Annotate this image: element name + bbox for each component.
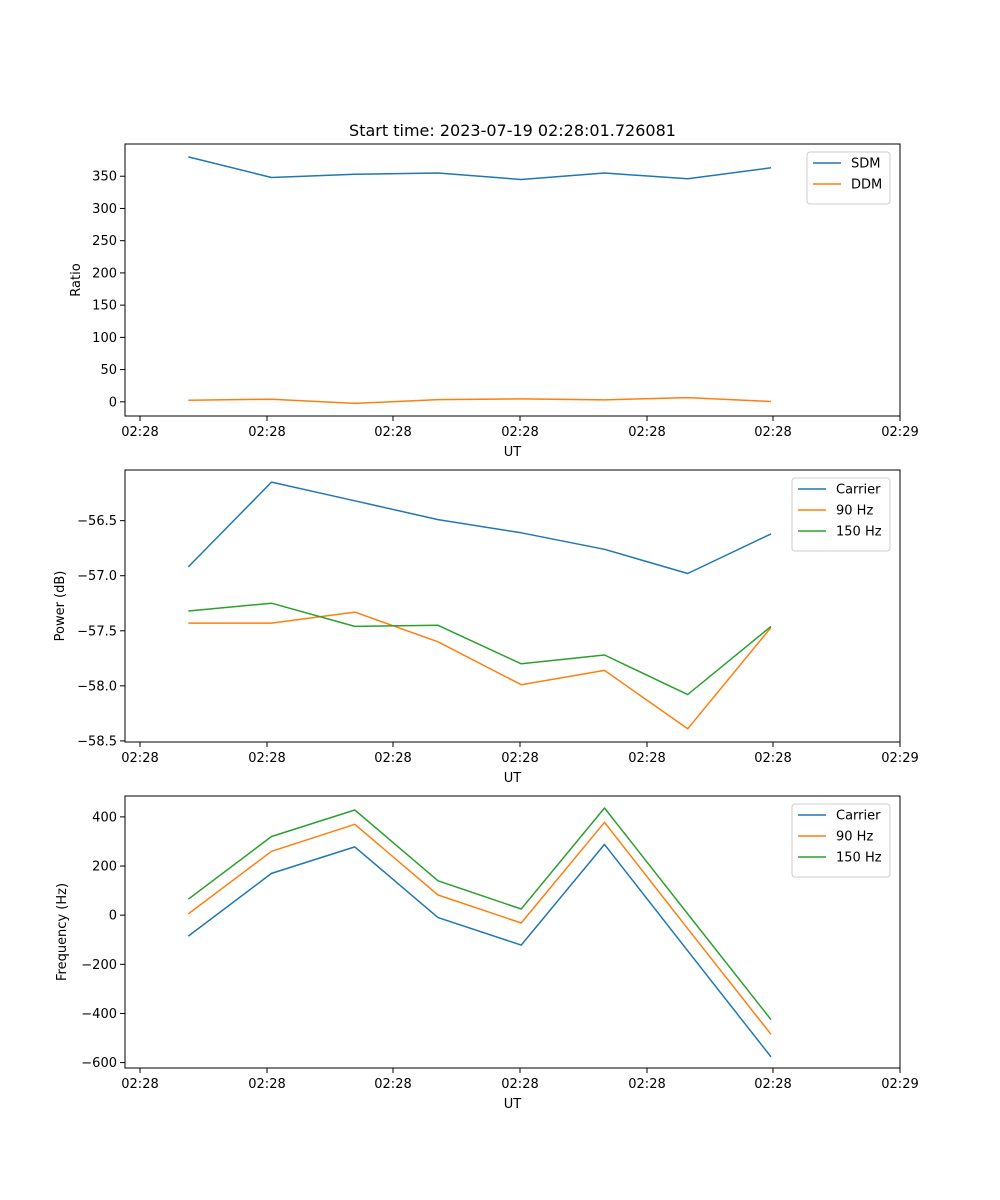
x-tick-label: 02:28 [248, 751, 285, 766]
y-tick-label: 200 [92, 860, 117, 875]
x-tick-label: 02:28 [248, 425, 285, 440]
series-line-carrier [187, 843, 772, 1058]
x-axis-label: UT [504, 445, 522, 460]
series-line-carrier [187, 481, 772, 575]
legend: Carrier 90 Hz 150 Hz [791, 803, 891, 878]
y-tick-label: −400 [81, 1007, 117, 1022]
y-axis-label: Ratio [69, 263, 84, 296]
x-tick-label: 02:28 [754, 1077, 791, 1092]
y-tick-label: 300 [92, 202, 117, 217]
series-line-150-hz [188, 602, 772, 696]
y-tick-label: −200 [81, 958, 117, 973]
y-tick-label: 100 [92, 331, 117, 346]
series-line-90-hz [187, 821, 772, 1035]
legend-label: 150 Hz [836, 851, 882, 866]
y-tick-label: 250 [92, 234, 117, 249]
x-tick-label: 02:28 [628, 751, 665, 766]
y-axis-label: Power (dB) [53, 571, 68, 642]
legend: Carrier 90 Hz 150 Hz [791, 477, 891, 552]
x-tick-label: 02:28 [754, 425, 791, 440]
y-tick-label: −56.5 [77, 514, 117, 529]
x-tick-label: 02:28 [374, 425, 411, 440]
frequency-chart: UT Frequency (Hz) 02:28 02:28 02:28 02:28 02… [55, 795, 919, 1112]
y-tick-label: 0 [109, 909, 117, 924]
x-tick-label: 02:28 [121, 751, 158, 766]
y-tick-label: −58.5 [77, 734, 117, 749]
x-tick-label: 02:29 [881, 751, 918, 766]
y-tick-label: 150 [92, 299, 117, 314]
x-tick-label: 02:28 [374, 1077, 411, 1092]
x-tick-label: 02:28 [121, 425, 158, 440]
y-tick-label: 400 [92, 810, 117, 825]
legend-box [791, 477, 891, 552]
power-chart: UT Power (dB) 02:28 02:28 02:28 02:28 02:28 0… [53, 469, 919, 786]
series-line-150-hz [187, 807, 772, 1021]
legend-box [791, 803, 891, 878]
ratio-chart: Start time: 2023-07-19 02:28:01.726081 U… [69, 121, 919, 460]
series-line-90-hz [188, 611, 772, 730]
x-tick-label: 02:28 [628, 1077, 665, 1092]
legend-label: DDM [851, 178, 882, 193]
x-tick-label: 02:28 [501, 1077, 538, 1092]
y-tick-label: 200 [92, 266, 117, 281]
series-line-ddm [188, 396, 772, 405]
plot-area-frame [124, 143, 901, 417]
y-tick-label: −57.5 [77, 624, 117, 639]
x-tick-label: 02:28 [374, 751, 411, 766]
legend-label: 150 Hz [836, 525, 882, 540]
legend-label: SDM [851, 157, 880, 172]
y-tick-label: 350 [92, 170, 117, 185]
x-axis-label: UT [504, 771, 522, 786]
legend-label: 90 Hz [836, 504, 873, 519]
x-tick-label: 02:29 [881, 1077, 918, 1092]
x-tick-label: 02:28 [501, 751, 538, 766]
y-tick-label: 0 [109, 395, 117, 410]
x-tick-label: 02:28 [754, 751, 791, 766]
chart-title: Start time: 2023-07-19 02:28:01.726081 [349, 121, 676, 140]
x-tick-label: 02:28 [121, 1077, 158, 1092]
legend-label: Carrier [836, 483, 881, 498]
legend-box [806, 151, 891, 205]
plot-area-frame [124, 469, 901, 743]
legend: SDM DDM [806, 151, 891, 205]
series-line-sdm [188, 156, 772, 181]
y-tick-label: −600 [81, 1056, 117, 1071]
y-axis-label: Frequency (Hz) [55, 883, 70, 981]
y-tick-label: 50 [100, 363, 117, 378]
x-tick-label: 02:29 [881, 425, 918, 440]
y-tick-label: −57.0 [77, 569, 117, 584]
plot-area-frame [124, 795, 901, 1069]
legend-label: 90 Hz [836, 830, 873, 845]
x-tick-label: 02:28 [501, 425, 538, 440]
x-tick-label: 02:28 [248, 1077, 285, 1092]
x-axis-label: UT [504, 1097, 522, 1112]
y-tick-label: −58.0 [77, 679, 117, 694]
x-tick-label: 02:28 [628, 425, 665, 440]
legend-label: Carrier [836, 809, 881, 824]
